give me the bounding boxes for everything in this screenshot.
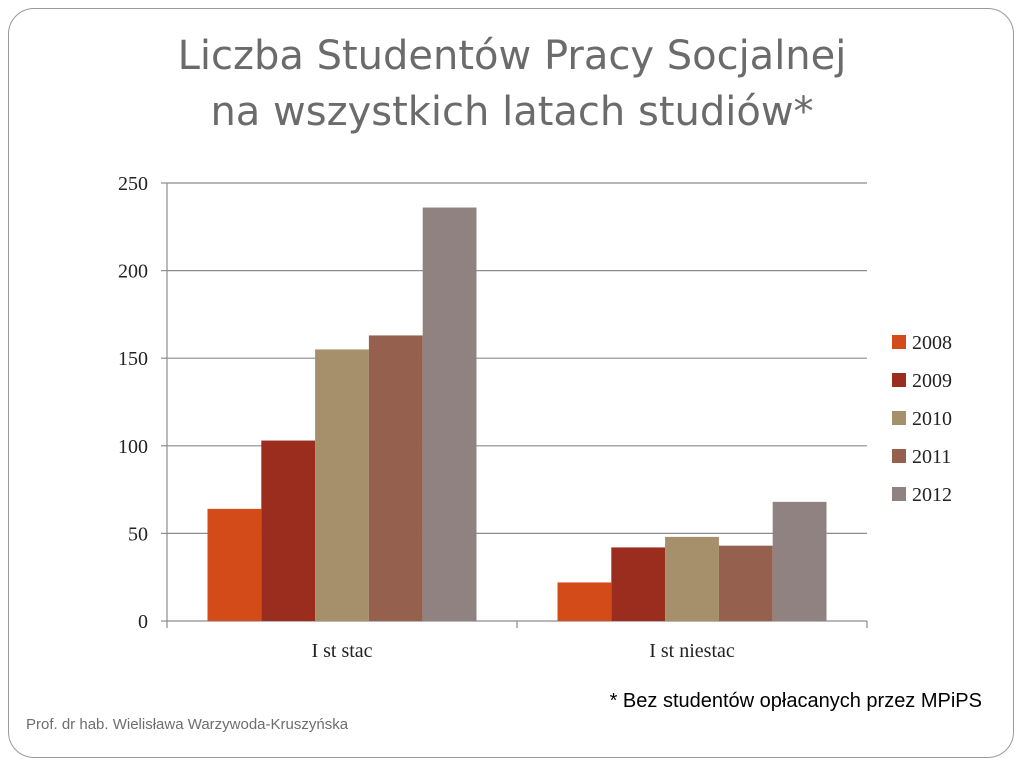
x-category-label: I st niestac — [649, 640, 735, 662]
slide-title: Liczba Studentów Pracy Socjalnej na wszy… — [0, 28, 1024, 140]
legend-swatch — [892, 411, 906, 425]
legend-swatch — [892, 335, 906, 349]
y-tick-label: 200 — [118, 261, 148, 283]
bar-2009-1 — [611, 547, 666, 621]
legend-label: 2009 — [912, 370, 952, 392]
y-tick-label: 100 — [118, 436, 148, 458]
legend-label: 2011 — [912, 446, 951, 468]
bar-2012-1 — [772, 501, 827, 621]
legend-label: 2010 — [912, 408, 952, 430]
legend-swatch — [892, 487, 906, 501]
legend-label: 2012 — [912, 484, 952, 506]
bar-2011-1 — [718, 545, 773, 621]
x-category-label: I st stac — [311, 640, 372, 662]
author-credit: Prof. dr hab. Wielisława Warzywoda-Krusz… — [26, 716, 349, 733]
title-line-2: na wszystkich latach studiów* — [210, 89, 814, 135]
footnote: * Bez studentów opłacanych przez MPiPS — [609, 690, 982, 712]
bar-2009-0 — [261, 440, 316, 621]
y-tick-label: 250 — [118, 173, 148, 195]
bar-2010-0 — [315, 349, 369, 621]
bar-2008-0 — [207, 508, 262, 621]
bar-2011-0 — [368, 335, 423, 621]
title-line-1: Liczba Studentów Pracy Socjalnej — [177, 33, 847, 79]
slide-frame — [8, 8, 1014, 758]
y-tick-label: 150 — [118, 348, 148, 370]
bar-2012-0 — [422, 207, 477, 621]
y-tick-label: 50 — [128, 523, 148, 545]
legend-label: 2008 — [912, 332, 952, 354]
y-tick-label: 0 — [138, 611, 148, 633]
legend-swatch — [892, 373, 906, 387]
legend-swatch — [892, 449, 906, 463]
bar-2008-1 — [557, 582, 612, 621]
bar-2010-1 — [665, 536, 719, 621]
